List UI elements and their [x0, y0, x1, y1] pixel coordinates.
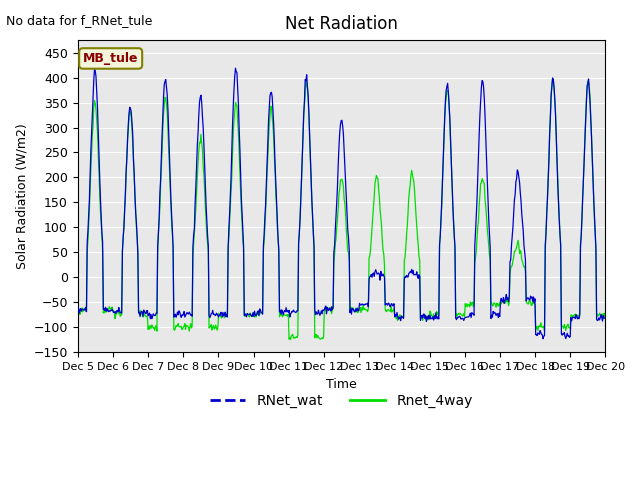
Legend: RNet_wat, Rnet_4way: RNet_wat, Rnet_4way — [205, 389, 478, 414]
Y-axis label: Solar Radiation (W/m2): Solar Radiation (W/m2) — [15, 123, 28, 269]
Title: Net Radiation: Net Radiation — [285, 15, 398, 33]
Text: MB_tule: MB_tule — [83, 52, 138, 65]
Text: No data for f_RNet_tule: No data for f_RNet_tule — [6, 14, 153, 27]
X-axis label: Time: Time — [326, 377, 357, 391]
